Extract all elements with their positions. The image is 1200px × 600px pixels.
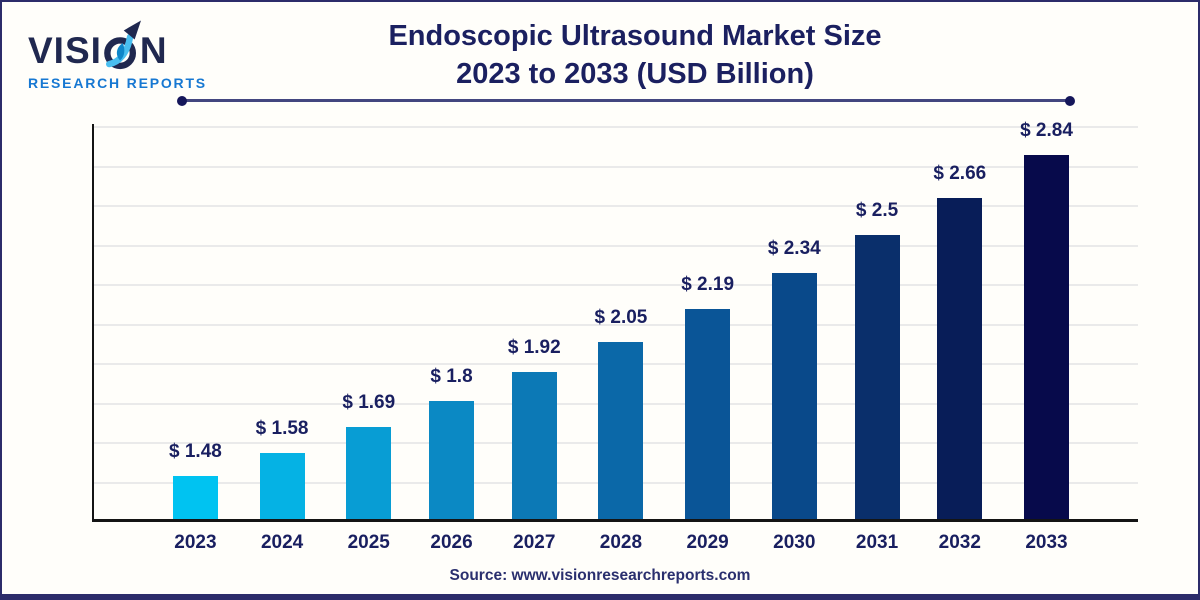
x-tick-label-2032: 2032 <box>938 532 981 553</box>
bar-value-label-2028: $ 2.05 <box>594 306 648 328</box>
chart-title-line1: Endoscopic Ultrasound Market Size <box>388 20 882 52</box>
bar-2026 <box>429 400 475 519</box>
bar-2032 <box>937 197 983 519</box>
bar-value-label-2026: $ 1.8 <box>430 365 473 387</box>
x-tick-label-2023: 2023 <box>174 532 217 553</box>
x-tick-label-2025: 2025 <box>347 532 390 553</box>
bar-group-2032: $ 2.66 2032 <box>933 162 987 553</box>
logo-wordmark-suffix: N <box>139 30 168 71</box>
bar-2031 <box>854 235 900 519</box>
bar-group-2025: $ 1.69 2025 <box>342 391 396 553</box>
bar-value-label-2025: $ 1.69 <box>342 391 396 413</box>
gridline <box>94 284 1138 287</box>
bar-group-2033: $ 2.84 2033 <box>1020 120 1073 553</box>
gridline <box>94 165 1138 168</box>
bar-group-2031: $ 2.5 2031 <box>854 200 900 553</box>
chart-title: Endoscopic Ultrasound Market Size 2023 t… <box>192 18 1078 93</box>
bar-value-label-2027: $ 1.92 <box>507 337 561 359</box>
bar-group-2023: $ 1.48 2023 <box>169 441 222 553</box>
x-tick-label-2028: 2028 <box>599 532 643 553</box>
bar-group-2030: $ 2.34 2030 <box>767 238 821 553</box>
gridline <box>94 244 1138 247</box>
gridline <box>94 205 1138 208</box>
logo-wordmark-prefix: VISI <box>28 30 102 71</box>
bar-value-label-2024: $ 1.58 <box>255 417 309 439</box>
x-tick-label-2027: 2027 <box>513 532 556 553</box>
gridline <box>94 126 1138 128</box>
bar-group-2026: $ 1.8 2026 <box>429 365 475 553</box>
bar-value-label-2029: $ 2.19 <box>681 273 735 295</box>
bar-value-label-2033: $ 2.84 <box>1020 120 1073 141</box>
bar-2024 <box>259 452 305 519</box>
bars-row: $ 1.48 2023 $ 1.58 2024 $ 1.69 2025 $ 1.8 2026 $… <box>94 120 1138 553</box>
bar-group-2028: $ 2.05 2028 <box>594 306 648 553</box>
x-tick-label-2029: 2029 <box>686 532 729 553</box>
bar-group-2029: $ 2.19 2029 <box>681 273 735 553</box>
source-note: Source: www.visionresearchreports.com <box>449 567 751 584</box>
bar-group-2027: $ 1.92 2027 <box>507 337 561 553</box>
logo-subtitle: RESEARCH REPORTS <box>28 75 207 91</box>
bar-chart: $ 1.48 2023 $ 1.58 2024 $ 1.69 2025 $ 1.8 2026 $… <box>92 120 1138 553</box>
logo-wordmark: VISI N <box>28 20 207 71</box>
title-underline <box>177 95 1075 106</box>
bar-2023 <box>172 476 218 519</box>
bar-2033 <box>1023 155 1069 519</box>
bar-value-label-2030: $ 2.34 <box>767 238 821 260</box>
bar-value-label-2023: $ 1.48 <box>169 441 222 463</box>
x-tick-label-2024: 2024 <box>260 532 304 553</box>
x-tick-label-2031: 2031 <box>855 532 899 553</box>
x-tick-label-2026: 2026 <box>430 532 473 553</box>
x-tick-label-2030: 2030 <box>773 532 816 553</box>
logo-arrow-o-icon <box>104 20 141 70</box>
bar-2027 <box>511 372 557 519</box>
bar-2028 <box>598 341 644 519</box>
bar-value-label-2032: $ 2.66 <box>933 162 987 184</box>
bar-2029 <box>685 308 731 519</box>
bar-value-label-2031: $ 2.5 <box>855 200 899 222</box>
bar-group-2024: $ 1.58 2024 <box>255 417 309 553</box>
x-tick-label-2033: 2033 <box>1025 532 1068 553</box>
gridline <box>94 323 1138 326</box>
bar-2025 <box>346 426 392 519</box>
bar-2030 <box>771 273 817 519</box>
chart-title-line2: 2023 to 2033 (USD Billion) <box>456 57 814 90</box>
vision-research-reports-logo: VISI N RESEARCH REPORTS <box>28 20 207 91</box>
